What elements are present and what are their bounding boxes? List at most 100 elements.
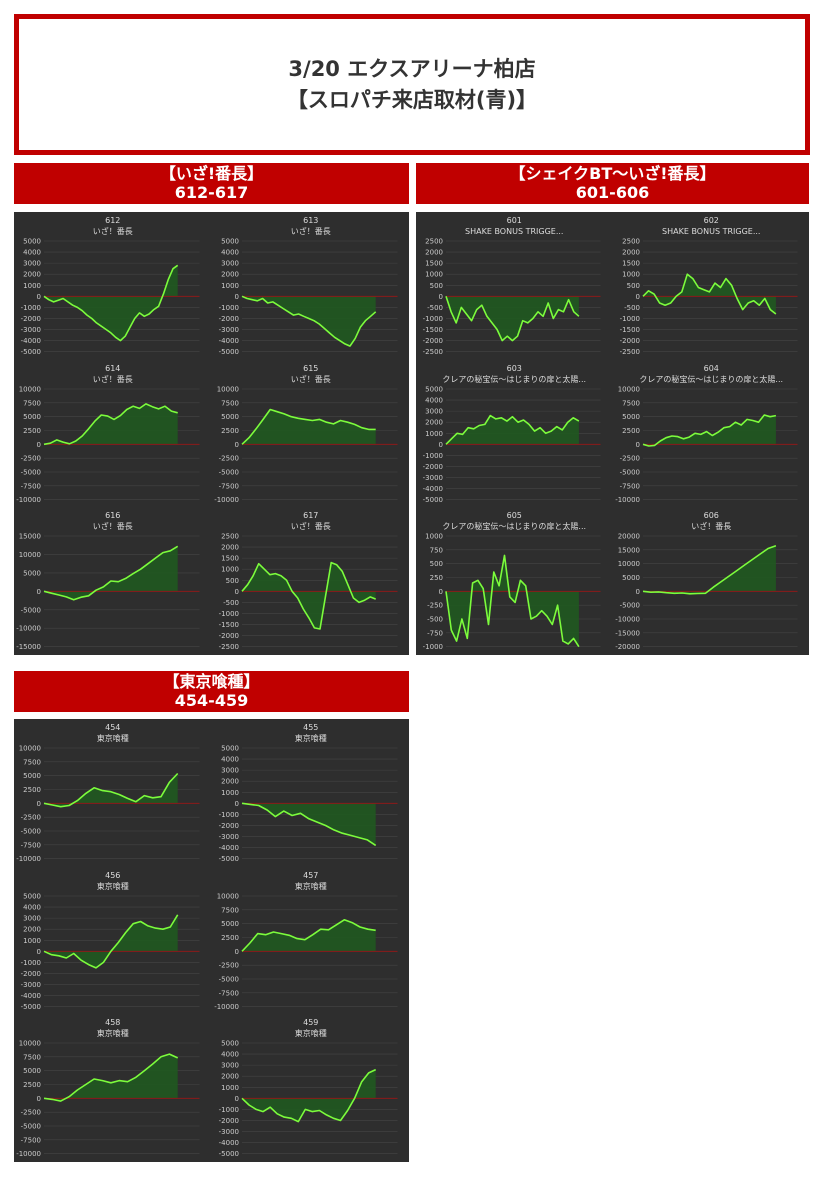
series-line	[445, 296, 580, 342]
y-tick-label: 2000	[425, 418, 443, 426]
y-tick-label: -20000	[615, 643, 640, 651]
y-tick-label: -750	[427, 630, 443, 638]
y-tick-label: 500	[225, 577, 238, 585]
y-tick-label: 0	[635, 293, 639, 301]
y-tick-label: -3000	[423, 474, 443, 482]
y-tick-label: 5000	[221, 920, 239, 928]
y-tick-label: -1500	[423, 326, 443, 334]
series-line	[240, 408, 376, 445]
chart-title: 東京喰種	[294, 733, 326, 743]
y-tick-label: -5000	[21, 468, 41, 476]
chart-title: いざ！番長	[93, 226, 133, 236]
chart-title: SHAKE BONUS TRIGGE...	[465, 227, 563, 236]
y-tick-label: 7500	[23, 1054, 41, 1062]
y-tick-label: -2000	[218, 315, 238, 323]
y-tick-label: 10000	[19, 1040, 41, 1048]
y-tick-label: 5000	[23, 413, 41, 421]
y-tick-label: -2000	[218, 632, 238, 640]
y-tick-label: 1000	[221, 789, 239, 797]
chart-title: いざ！番長	[93, 374, 133, 384]
y-tick-label: 2000	[425, 249, 443, 257]
y-tick-label: 3000	[425, 407, 443, 415]
y-tick-label: -10000	[214, 496, 239, 504]
y-tick-label: 1000	[221, 1084, 239, 1092]
y-tick-label: 250	[430, 574, 443, 582]
area-fill	[446, 555, 579, 648]
y-tick-label: -5000	[218, 855, 238, 863]
y-tick-label: 2000	[23, 925, 41, 933]
group-range: 612-617	[174, 183, 249, 202]
y-tick-label: -5000	[218, 975, 238, 983]
chart-title: 東京喰種	[294, 881, 326, 891]
y-tick-label: -250	[427, 602, 443, 610]
y-tick-label: -3000	[21, 326, 41, 334]
area-fill	[446, 415, 579, 444]
chart-number: 617	[303, 511, 318, 520]
y-tick-label: 5000	[622, 574, 640, 582]
y-tick-label: -2000	[218, 1117, 238, 1125]
group-title: 【シェイクBT～いざ!番長】	[509, 164, 716, 183]
chart-title: クレアの秘宝伝～はじまりの扉と太陽...	[442, 521, 586, 531]
series-line	[43, 402, 178, 445]
y-tick-label: 2500	[622, 238, 640, 246]
y-tick-label: 0	[234, 947, 238, 955]
group-tokyo-ghoul: 【東京喰種】 454-459	[14, 671, 409, 712]
y-tick-label: -2000	[423, 337, 443, 345]
series-line	[241, 802, 376, 847]
y-tick-label: 1000	[425, 533, 443, 541]
y-tick-label: -3000	[218, 1128, 238, 1136]
y-tick-label: 2000	[221, 544, 239, 552]
y-tick-label: 0	[439, 293, 443, 301]
chart-number: 459	[303, 1018, 318, 1027]
y-tick-label: -4000	[218, 337, 238, 345]
chart-title: いざ！番長	[93, 521, 133, 531]
y-tick-label: 0	[439, 588, 443, 596]
y-tick-label: -10000	[16, 496, 41, 504]
y-tick-label: -2500	[21, 454, 41, 462]
y-tick-label: -1000	[218, 811, 238, 819]
area-fill	[642, 414, 776, 446]
y-tick-label: -500	[427, 304, 443, 312]
y-tick-label: -15000	[16, 643, 41, 651]
y-tick-label: 2500	[221, 533, 239, 541]
y-tick-label: 5000	[221, 1040, 239, 1048]
y-tick-label: -4000	[21, 992, 41, 1000]
y-tick-label: 0	[37, 293, 41, 301]
y-tick-label: -10000	[615, 496, 640, 504]
series-line	[642, 413, 776, 447]
chart-number: 602	[703, 216, 718, 225]
y-tick-label: 2500	[23, 1081, 41, 1089]
y-tick-label: 0	[234, 800, 238, 808]
y-tick-label: 5000	[221, 238, 239, 246]
y-tick-label: -1000	[218, 304, 238, 312]
chart-title: クレアの秘宝伝～はじまりの扉と太陽...	[442, 374, 586, 384]
area-fill	[44, 546, 178, 601]
y-tick-label: 5000	[425, 385, 443, 393]
chart-601: 601 SHAKE BONUS TRIGGE... 2500 2000 1500 1000…	[423, 216, 601, 356]
chart-number: 455	[303, 723, 318, 732]
y-tick-label: -2500	[218, 643, 238, 651]
y-tick-label: -1500	[619, 326, 639, 334]
chart-title: 東京喰種	[97, 1028, 129, 1038]
y-tick-label: 2000	[221, 778, 239, 786]
y-tick-label: 500	[626, 282, 639, 290]
y-tick-label: -2500	[619, 348, 639, 356]
y-tick-label: -2500	[218, 961, 238, 969]
title-box: 3/20 エクスアリーナ柏店 【スロパチ来店取材(青)】	[14, 14, 810, 155]
y-tick-label: 1000	[622, 271, 640, 279]
chart-602: 602 SHAKE BONUS TRIGGE... 2500 2000 1500 1000…	[619, 216, 797, 356]
chart-number: 605	[507, 511, 522, 520]
chart-title: 東京喰種	[294, 1028, 326, 1038]
chart-number: 601	[507, 216, 522, 225]
chart-title: いざ！番長	[290, 521, 330, 531]
chart-panel: 454 東京喰種 10000 7500 5000 2500 0 -2500 -5000 -7500…	[14, 719, 409, 1162]
y-tick-label: -1000	[21, 304, 41, 312]
y-tick-label: 0	[37, 440, 41, 448]
y-tick-label: -3000	[218, 833, 238, 841]
